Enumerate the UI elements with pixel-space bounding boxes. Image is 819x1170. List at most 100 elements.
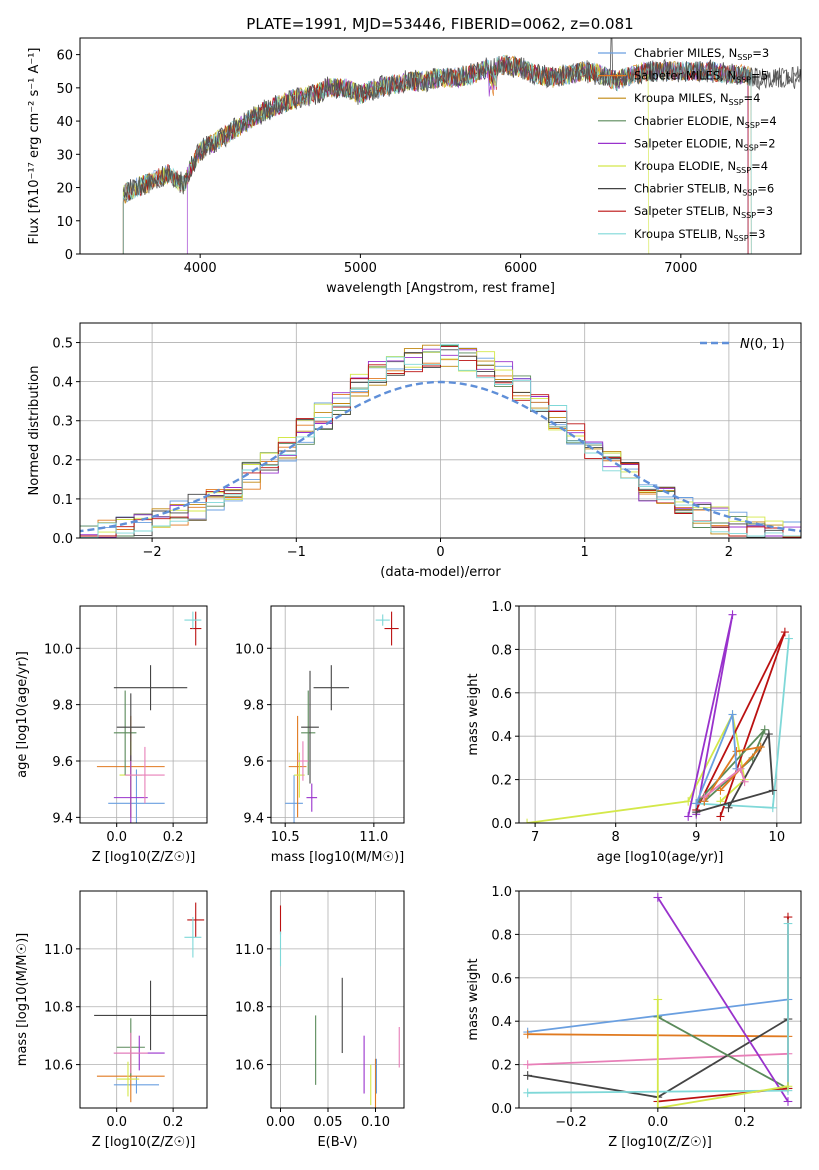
y-tick-label: 50 — [56, 82, 73, 97]
axes-age-vs-Z: 0.0 0.2 9.4 9.6 9.8 10.0 Z [log10(Z/Z☉)] age [l… — [15, 605, 208, 865]
x-axis-label: Z [log10(Z/Z☉)] — [92, 850, 196, 865]
x-axis-label: E(B-V) — [317, 1135, 357, 1150]
weight-Z-line — [656, 999, 789, 1108]
y-tick-label: 20 — [56, 182, 73, 197]
x-tick-label: 5000 — [344, 261, 377, 276]
legend-label: Kroupa MILES, NSSP=4 — [634, 91, 760, 107]
y-tick-label: 60 — [56, 49, 73, 64]
axes-mass-vs-ebv: 0.00 0.05 0.10 10.6 10.8 11.0 E(B-V) — [235, 890, 405, 1150]
residual-histogram — [80, 343, 801, 538]
y-tick-label: 11.0 — [235, 943, 264, 958]
y-tick-label: 0.2 — [491, 1059, 512, 1074]
residual-histogram — [80, 345, 801, 537]
y-tick-label: 10.0 — [44, 642, 73, 657]
x-tick-label: 0.00 — [266, 1115, 295, 1130]
y-tick-label: 0.2 — [52, 454, 73, 469]
y-tick-label: 1.0 — [491, 600, 512, 615]
legend-label: Kroupa ELODIE, NSSP=4 — [634, 159, 768, 175]
y-axis-label: age [log10(age/yr)] — [15, 651, 30, 778]
weight-Z-line — [657, 1016, 789, 1090]
legend-label: Chabrier ELODIE, NSSP=4 — [634, 114, 777, 130]
x-tick-label: −2 — [143, 545, 162, 560]
y-tick-label: 10.0 — [235, 642, 264, 657]
weight-Z-line — [657, 897, 789, 1102]
y-tick-label: 0 — [65, 248, 73, 263]
axes-spectrum: 400050006000700080000102030405060wavelen… — [27, 37, 802, 296]
y-axis-label: Flux [fλ10⁻¹⁷ erg cm⁻² s⁻¹ A⁻¹] — [27, 48, 42, 245]
axes-frame — [79, 605, 208, 824]
y-axis-label: Normed distribution — [27, 366, 42, 496]
y-axis-label: mass weight — [466, 673, 481, 755]
y-tick-label: 0.1 — [52, 493, 73, 508]
axes-frame — [270, 890, 405, 1109]
x-tick-label: 0.0 — [106, 1115, 127, 1130]
normal-reference-curve — [80, 380, 801, 533]
x-tick-label: 7 — [531, 830, 539, 845]
x-axis-label: (data-model)/error — [380, 565, 501, 580]
plot-area-residuals — [80, 343, 801, 538]
x-tick-label: 0.05 — [314, 1115, 343, 1130]
legend-label: Salpeter STELIB, NSSP=3 — [634, 204, 773, 220]
axes-mass-vs-Z: 0.0 0.2 10.6 10.8 11.0 Z [log10(Z/Z☉)] mass [l… — [15, 890, 208, 1150]
legend-label: Kroupa STELIB, NSSP=3 — [634, 227, 765, 243]
figure-title: PLATE=1991, MJD=53446, FIBERID=0062, z=0… — [246, 15, 633, 33]
y-tick-label: 9.4 — [243, 811, 264, 826]
x-tick-label: 0.2 — [163, 830, 184, 845]
legend-label: Salpeter ELODIE, NSSP=2 — [634, 136, 776, 152]
axes-frame — [79, 890, 208, 1109]
axes-frame — [518, 890, 802, 1109]
y-tick-label: 1.0 — [491, 885, 512, 900]
x-axis-label: Z [log10(Z/Z☉)] — [92, 1135, 196, 1150]
legend-label: Salpeter MILES, NSSP=5 — [634, 69, 768, 85]
legend-label: N(0, 1) — [740, 337, 785, 352]
y-axis-label: mass weight — [466, 958, 481, 1040]
y-tick-label: 10.6 — [235, 1059, 264, 1074]
plot-area-mass-vs-Z — [94, 902, 207, 1103]
x-tick-label: 4000 — [184, 261, 217, 276]
y-tick-label: 11.0 — [44, 943, 73, 958]
y-tick-label: 9.8 — [52, 699, 73, 714]
y-tick-label: 9.4 — [52, 811, 73, 826]
y-tick-label: 0.5 — [52, 337, 73, 352]
legend-label: Chabrier STELIB, NSSP=6 — [634, 182, 774, 198]
x-tick-label: 11.0 — [359, 830, 388, 845]
x-axis-label: mass [log10(M/M☉)] — [271, 850, 404, 865]
legend: Chabrier MILES, NSSP=3 Salpeter MILES, NS… — [598, 46, 777, 243]
y-tick-label: 0.0 — [491, 817, 512, 832]
spectrum-observed-line — [122, 38, 801, 198]
plot-area-spectrum — [122, 38, 801, 254]
axes-weight-vs-age: 7 8 9 10 0.0 0.2 0.4 0.6 0.8 1.0 age [log10(age/yr… — [466, 600, 802, 865]
y-tick-label: 0.6 — [491, 687, 512, 702]
legend-label: Chabrier MILES, NSSP=3 — [634, 46, 769, 62]
plot-area-age-vs-mass — [285, 611, 399, 823]
x-tick-label: 7000 — [664, 261, 697, 276]
y-tick-label: 9.6 — [52, 755, 73, 770]
x-tick-label: 6000 — [504, 261, 537, 276]
x-tick-label: 2 — [725, 545, 733, 560]
axes-frame — [518, 605, 802, 824]
y-tick-label: 10.6 — [44, 1059, 73, 1074]
plot-area-weight-vs-age — [523, 610, 793, 823]
x-tick-label: 10 — [769, 830, 786, 845]
y-tick-label: 40 — [56, 115, 73, 130]
y-tick-label: 0.4 — [491, 1015, 512, 1030]
x-tick-label: 10.5 — [271, 830, 300, 845]
y-tick-label: 0.8 — [491, 643, 512, 658]
y-tick-label: 10 — [56, 215, 73, 230]
axes-residuals: −2 −1 0 1 2 0.0 0.1 0.2 0.3 0.4 0.5 (data-model)/er… — [27, 322, 802, 580]
y-tick-label: 10.8 — [44, 1001, 73, 1016]
x-axis-label: wavelength [Angstrom, rest frame] — [326, 281, 555, 296]
weight-age-line — [696, 730, 774, 813]
x-tick-label: 0.2 — [734, 1115, 755, 1130]
y-tick-label: 0.8 — [491, 928, 512, 943]
x-tick-label: 9 — [692, 830, 700, 845]
axes-age-vs-mass: 10.5 11.0 9.4 9.6 9.8 10.0 mass [log10(M/M☉)] — [235, 605, 405, 865]
x-tick-label: −1 — [287, 545, 306, 560]
x-tick-label: 1 — [581, 545, 589, 560]
x-tick-label: 0.2 — [163, 1115, 184, 1130]
y-tick-label: 0.3 — [52, 415, 73, 430]
y-tick-label: 30 — [56, 148, 73, 163]
y-tick-label: 10.8 — [235, 1001, 264, 1016]
y-tick-label: 0.6 — [491, 972, 512, 987]
